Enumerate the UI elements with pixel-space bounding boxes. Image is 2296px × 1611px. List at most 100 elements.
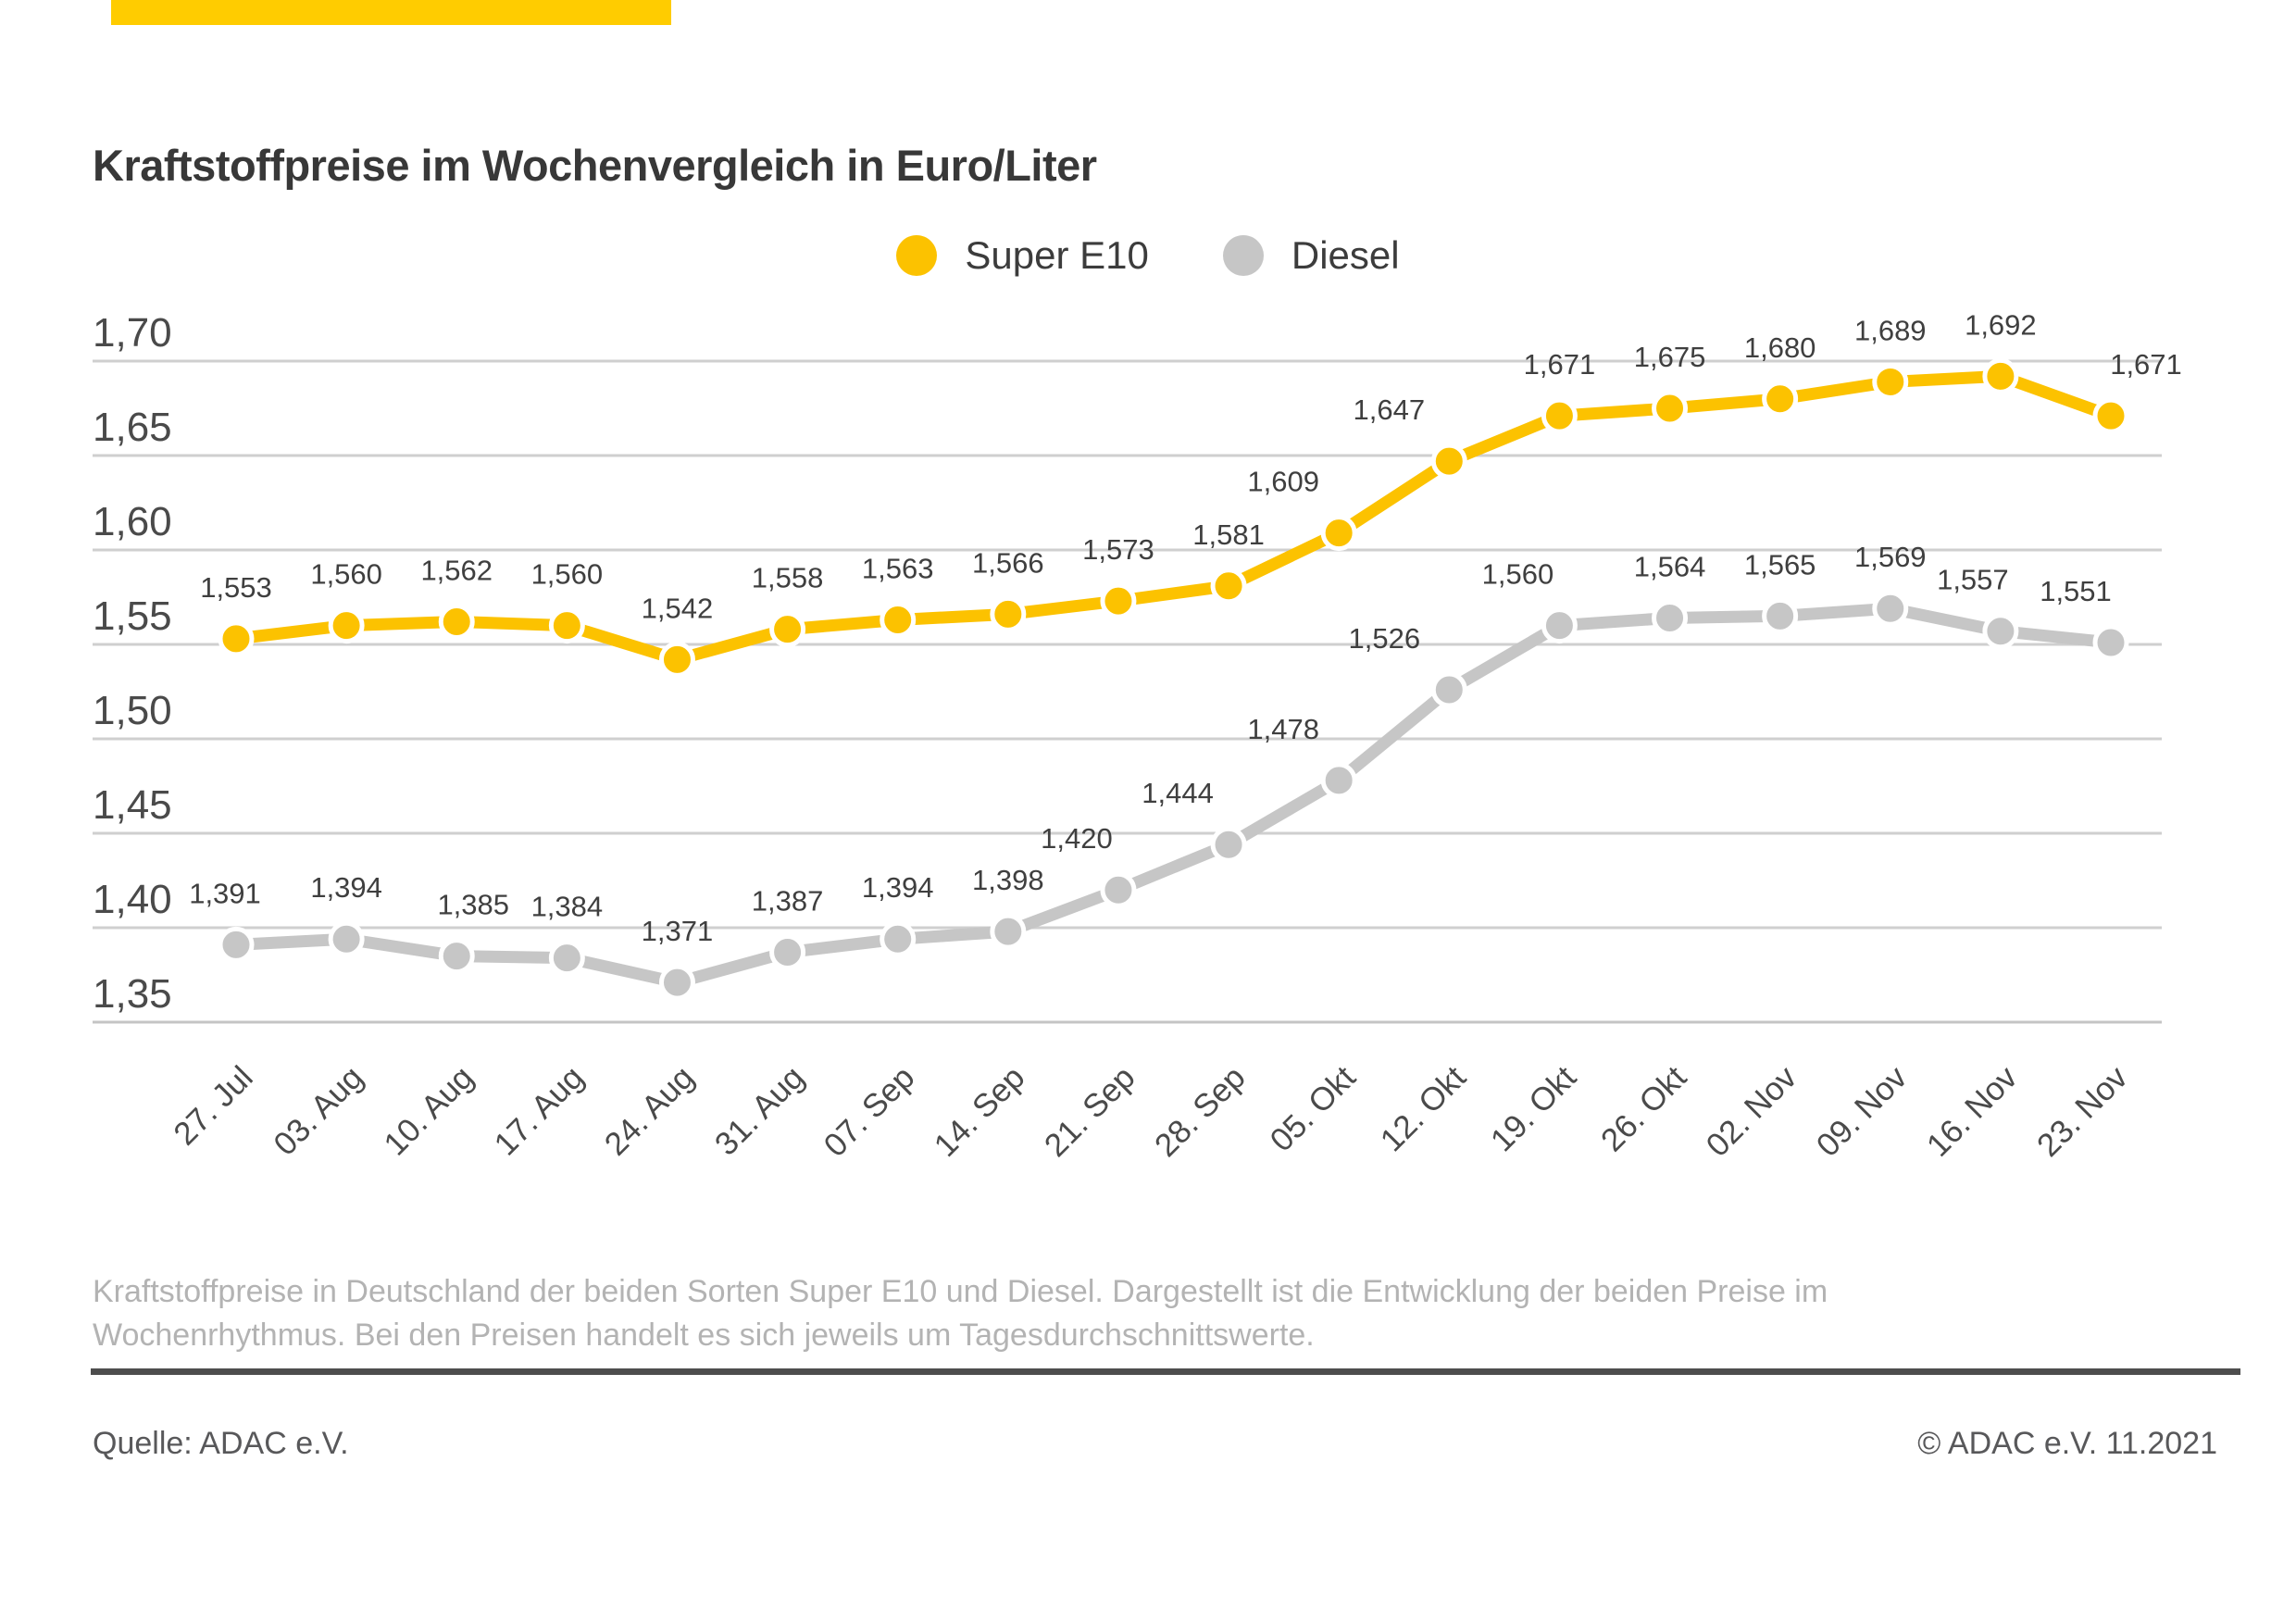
data-point <box>218 926 255 963</box>
x-axis-tick-label: 14. Sep <box>928 1059 1032 1164</box>
x-axis-tick-label: 03. Aug <box>267 1059 370 1163</box>
data-point <box>1762 381 1799 418</box>
data-label: 1,560 <box>310 558 382 591</box>
data-point <box>438 604 475 641</box>
data-label: 1,560 <box>531 558 604 591</box>
data-point <box>658 641 695 678</box>
legend-item-super-e10: Super E10 <box>896 233 1149 278</box>
data-point <box>2092 624 2129 661</box>
x-axis-tick-label: 10. Aug <box>377 1059 480 1163</box>
data-point <box>1541 607 1578 644</box>
y-axis-tick-label: 1,50 <box>93 688 172 733</box>
data-point <box>658 964 695 1001</box>
footer-divider <box>91 1368 2240 1375</box>
data-point <box>1762 597 1799 634</box>
data-point <box>880 601 917 638</box>
x-axis-tick-label: 19. Okt <box>1484 1059 1584 1159</box>
data-label: 1,647 <box>1354 393 1426 426</box>
data-label: 1,564 <box>1634 550 1706 582</box>
data-label: 1,671 <box>1524 348 1596 381</box>
data-label: 1,680 <box>1744 331 1816 364</box>
data-label: 1,398 <box>972 864 1044 896</box>
data-point <box>990 595 1027 632</box>
x-axis-tick-label: 12. Okt <box>1374 1059 1474 1159</box>
data-point <box>328 920 365 957</box>
data-point <box>1210 568 1247 605</box>
y-axis-tick-label: 1,40 <box>93 877 172 922</box>
x-axis-tick-label: 02. Nov <box>1699 1059 1803 1164</box>
x-axis-tick-label: 23. Nov <box>2030 1059 2135 1164</box>
source-text: Quelle: ADAC e.V. <box>93 1426 349 1461</box>
data-point <box>548 607 585 644</box>
data-label: 1,562 <box>420 555 493 587</box>
page-title: Kraftstoffpreise im Wochenvergleich in E… <box>93 141 1097 191</box>
data-point <box>1430 443 1467 480</box>
data-label: 1,420 <box>1041 822 1113 855</box>
data-point <box>769 934 806 971</box>
diesel-dot-icon <box>1222 235 1264 276</box>
data-label: 1,478 <box>1247 713 1319 745</box>
data-label: 1,553 <box>200 571 272 604</box>
data-label: 1,371 <box>642 915 714 947</box>
data-label: 1,551 <box>2040 575 2112 607</box>
data-point <box>1100 582 1137 619</box>
data-label: 1,384 <box>531 891 604 923</box>
data-point <box>548 940 585 977</box>
data-label: 1,394 <box>862 871 934 904</box>
data-label: 1,387 <box>752 885 824 918</box>
chart-description: Kraftstoffpreise in Deutschland der beid… <box>93 1274 1828 1353</box>
data-point <box>990 913 1027 950</box>
data-label: 1,563 <box>862 552 934 584</box>
adac-accent-bar <box>111 0 671 25</box>
copyright-text: © ADAC e.V. 11.2021 <box>1917 1426 2217 1461</box>
y-axis-tick-label: 1,55 <box>93 593 172 639</box>
legend-label-diesel: Diesel <box>1291 233 1400 277</box>
data-label: 1,565 <box>1744 548 1816 581</box>
data-label: 1,566 <box>972 546 1044 579</box>
data-point <box>1982 613 2019 650</box>
data-label: 1,569 <box>1854 541 1927 573</box>
x-axis-tick-label: 28. Sep <box>1148 1059 1253 1164</box>
y-axis-tick-label: 1,65 <box>93 405 172 450</box>
y-axis-tick-label: 1,35 <box>93 971 172 1017</box>
data-label: 1,560 <box>1482 558 1554 591</box>
x-axis-tick-label: 26. Okt <box>1594 1059 1694 1159</box>
data-label: 1,671 <box>2110 348 2182 381</box>
y-axis-tick-label: 1,45 <box>93 782 172 828</box>
x-axis-tick-label: 09. Nov <box>1810 1059 1915 1164</box>
data-point <box>1541 397 1578 434</box>
data-label: 1,689 <box>1854 314 1927 346</box>
data-label: 1,573 <box>1082 533 1154 566</box>
data-point <box>1320 762 1357 799</box>
data-point <box>1982 357 2019 394</box>
data-label: 1,385 <box>437 889 509 921</box>
data-label: 1,692 <box>1965 308 2037 341</box>
data-point <box>880 920 917 957</box>
data-label: 1,557 <box>1937 564 2009 596</box>
super-e10-dot-icon <box>896 235 938 276</box>
data-label: 1,609 <box>1247 466 1319 498</box>
data-point <box>1100 871 1137 908</box>
data-label: 1,391 <box>189 877 261 909</box>
x-axis-tick-label: 17. Aug <box>487 1059 591 1163</box>
data-point <box>328 607 365 644</box>
data-label: 1,394 <box>310 871 382 904</box>
y-axis-tick-label: 1,60 <box>93 499 172 544</box>
x-axis-tick-label: 31. Aug <box>708 1059 812 1163</box>
y-axis-tick-label: 1,70 <box>93 310 172 356</box>
data-label: 1,542 <box>642 592 714 624</box>
legend-label-super-e10: Super E10 <box>965 233 1149 277</box>
data-point <box>1872 590 1909 627</box>
series-line-diesel <box>230 602 2117 989</box>
data-label: 1,675 <box>1634 341 1706 373</box>
data-point <box>1210 826 1247 863</box>
data-label: 1,581 <box>1192 518 1265 551</box>
data-point <box>1430 671 1467 708</box>
data-point <box>438 938 475 975</box>
data-point <box>1320 515 1357 552</box>
data-label: 1,526 <box>1349 622 1421 655</box>
data-point <box>1652 599 1689 636</box>
x-axis-tick-label: 16. Nov <box>1920 1059 2025 1164</box>
